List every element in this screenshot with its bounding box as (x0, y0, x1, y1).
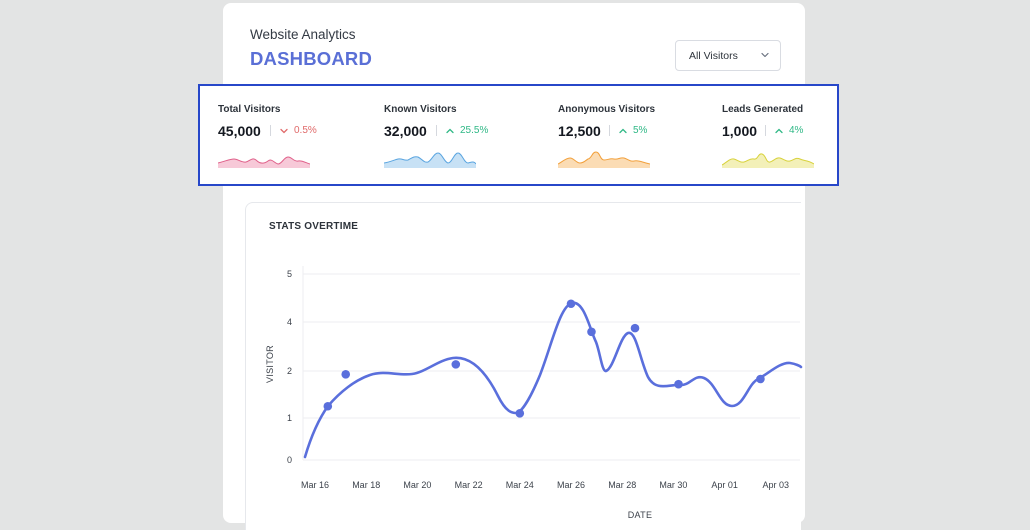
x-axis-ticks: Mar 16 Mar 18 Mar 20 Mar 22 Mar 24 Mar 26 Mar … (301, 480, 789, 490)
chart-series (303, 299, 803, 459)
y-tick-label: 1 (287, 413, 292, 423)
data-point[interactable] (341, 369, 351, 379)
data-point[interactable] (674, 379, 683, 389)
x-tick-label: Mar 26 (557, 480, 585, 490)
arrow-up-icon (775, 128, 783, 134)
stat-divider (609, 125, 610, 136)
x-tick-label: Mar 18 (352, 480, 380, 490)
stat-divider (270, 125, 271, 136)
sparkline-total-visitors (218, 156, 310, 168)
data-point[interactable] (630, 323, 640, 333)
stat-divider (436, 125, 437, 136)
visitor-filter-dropdown[interactable]: All Visitors (675, 40, 781, 71)
arrow-up-icon (446, 128, 454, 134)
x-tick-label: Mar 20 (403, 480, 431, 490)
visitor-filter-selected: All Visitors (689, 50, 738, 62)
x-tick-label: Mar 28 (608, 480, 636, 490)
stat-label: Anonymous Visitors (558, 104, 656, 115)
stat-delta: 0.5% (294, 125, 317, 136)
x-tick-label: Apr 01 (711, 480, 738, 490)
data-point[interactable] (566, 299, 576, 309)
sparkline-anonymous-visitors (558, 151, 650, 168)
stat-value: 32,000 (384, 123, 427, 139)
x-tick-label: Mar 24 (506, 480, 534, 490)
data-point[interactable] (451, 360, 461, 369)
stat-label: Leads Generated (722, 104, 804, 115)
y-tick-label: 5 (287, 269, 292, 279)
stat-delta: 4% (789, 125, 804, 136)
data-point[interactable] (587, 327, 596, 337)
data-point[interactable] (515, 409, 525, 418)
arrow-down-icon (280, 128, 288, 134)
stat-delta: 25.5% (460, 125, 489, 136)
x-tick-label: Apr 03 (763, 480, 790, 490)
stats-overtime-card (245, 202, 801, 530)
stat-value: 12,500 (558, 123, 601, 139)
y-tick-label: 0 (287, 455, 292, 465)
app-title: Website Analytics (250, 27, 356, 42)
y-axis-ticks: 0 1 2 4 5 (287, 269, 292, 465)
y-tick-label: 4 (287, 317, 292, 327)
sparkline-leads-generated (722, 153, 814, 168)
data-point[interactable] (756, 374, 765, 384)
x-axis-title: DATE (628, 510, 653, 520)
stat-divider (765, 125, 766, 136)
x-tick-label: Mar 30 (659, 480, 687, 490)
chart-grid (302, 266, 800, 461)
stat-value: 45,000 (218, 123, 261, 139)
data-point[interactable] (323, 401, 333, 411)
stat-value: 1,000 (722, 123, 758, 139)
page-title: DASHBOARD (250, 48, 373, 69)
stat-label: Total Visitors (218, 104, 281, 115)
chart-title: STATS OVERTIME (269, 221, 359, 232)
stat-label: Known Visitors (384, 104, 457, 115)
series-line (303, 301, 803, 459)
x-tick-label: Mar 16 (301, 480, 329, 490)
x-tick-label: Mar 22 (455, 480, 483, 490)
chevron-down-icon (761, 52, 769, 58)
stats-strip: Total Visitors 45,000 0.5% Known Visitor… (198, 84, 839, 186)
stat-delta: 5% (633, 125, 648, 136)
sparkline-known-visitors (384, 152, 476, 168)
y-axis-title: VISITOR (265, 345, 275, 383)
y-tick-label: 2 (287, 366, 292, 376)
arrow-up-icon (619, 128, 627, 134)
